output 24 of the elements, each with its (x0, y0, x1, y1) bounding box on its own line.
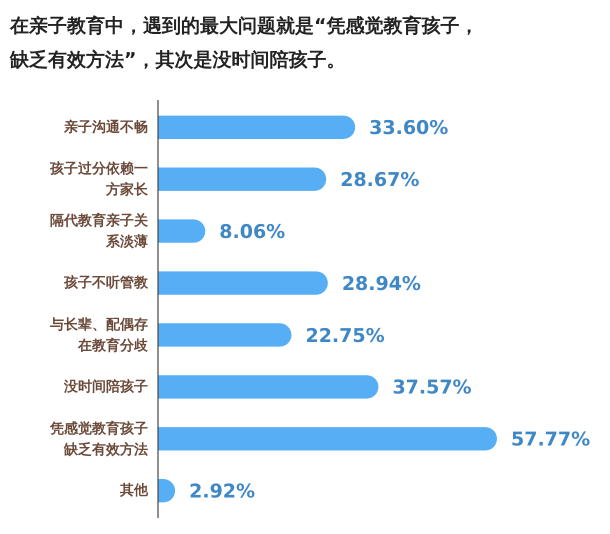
chart-title: 在亲子教育中，遇到的最大问题就是“凭感觉教育孩子，缺乏有效方法”，其次是没时间陪孩子。 (9, 15, 478, 71)
data-label: 2.92% (189, 480, 256, 503)
bar (158, 168, 326, 191)
data-label: 28.67% (340, 169, 420, 192)
bar (158, 219, 206, 243)
data-label: 57.77% (511, 428, 590, 451)
y-tick-label: 与长辈、配偶存在教育分歧 (49, 316, 149, 354)
y-tick-label: 亲子沟通不畅 (63, 118, 148, 136)
data-label: 28.94% (342, 272, 421, 295)
data-label: 22.75% (306, 324, 385, 347)
data-label: 8.06% (219, 220, 286, 243)
y-tick-label: 隔代教育亲子关系淡薄 (50, 212, 148, 250)
data-label: 37.57% (392, 376, 472, 399)
y-tick-label: 孩子不听管教 (63, 274, 149, 292)
y-tick-label: 没时间陪孩子 (63, 378, 148, 395)
bar (158, 323, 292, 347)
y-tick-label: 其他 (119, 482, 149, 499)
bar (158, 271, 328, 295)
data-label: 33.60% (369, 117, 448, 140)
bar (158, 427, 497, 450)
bar (158, 375, 378, 399)
y-tick-label: 孩子过分依赖一方家长 (49, 160, 149, 198)
y-tick-label: 凭感觉教育孩子缺乏有效方法 (49, 420, 148, 458)
bar (158, 116, 356, 139)
